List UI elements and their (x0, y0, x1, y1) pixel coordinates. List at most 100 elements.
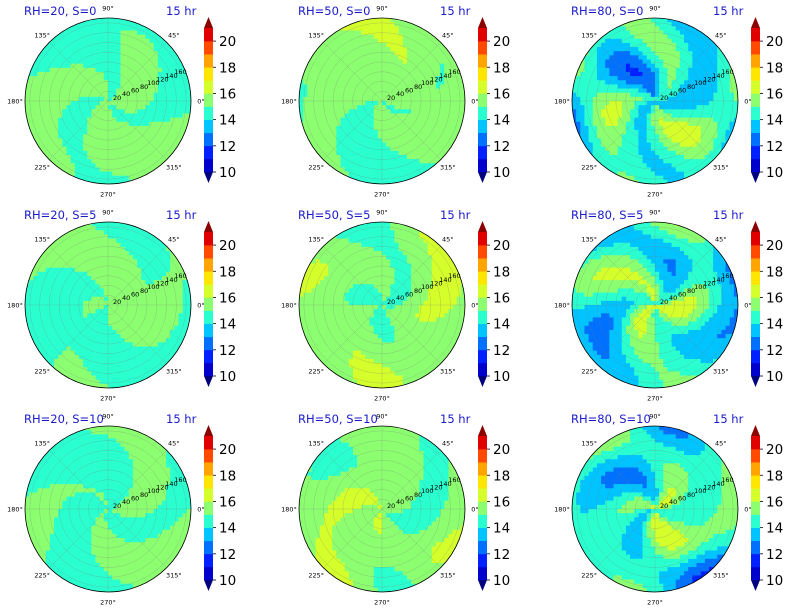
heatmap-cell (33, 80, 38, 85)
heatmap-cell (402, 76, 408, 81)
heatmap-cell (70, 113, 76, 118)
heatmap-cell (688, 142, 693, 147)
heatmap-cell (423, 63, 428, 69)
heatmap-cell (630, 84, 635, 89)
heatmap-cell (692, 76, 697, 81)
heatmap-cell (679, 88, 685, 94)
heatmap-cell (174, 113, 179, 118)
heatmap-cell (609, 47, 614, 52)
heatmap-cell (394, 67, 399, 73)
heatmap-cell (157, 134, 163, 139)
heatmap-cell (373, 113, 379, 118)
heatmap-cell (671, 71, 677, 77)
heatmap-cell (605, 109, 610, 114)
heatmap-cell (679, 105, 685, 110)
heatmap-cell (112, 350, 117, 356)
heatmap-cell (713, 125, 718, 131)
heatmap-cell (696, 167, 701, 172)
heatmap-cell (402, 92, 408, 98)
heatmap-cell (390, 150, 395, 156)
heatmap-cell (336, 154, 341, 160)
heatmap-cell (625, 171, 631, 177)
heatmap-cell (319, 109, 325, 114)
heatmap-cell (448, 84, 453, 89)
heatmap-cell (116, 317, 121, 322)
heatmap-cell (41, 80, 47, 85)
heatmap-cell (580, 113, 585, 118)
heatmap-cell (708, 125, 714, 131)
heatmap-cell (402, 22, 408, 27)
heatmap-cell (638, 125, 643, 131)
heatmap-cell (49, 363, 55, 368)
heatmap-cell (112, 321, 117, 327)
heatmap-cell (679, 22, 685, 27)
heatmap-cell (108, 47, 113, 52)
heatmap-cell (99, 334, 105, 339)
heatmap-cell (58, 275, 63, 281)
heatmap-cell (74, 121, 80, 127)
heatmap-cell (120, 38, 125, 44)
heatmap-cell (54, 113, 59, 118)
heatmap-cell (382, 88, 387, 94)
heatmap-cell (369, 167, 375, 172)
heatmap-cell (650, 150, 656, 156)
heatmap-cell (423, 38, 428, 44)
heatmap-cell (659, 113, 664, 118)
heatmap-cell (584, 125, 589, 131)
heatmap-cell (373, 59, 379, 64)
heatmap-cell (655, 22, 660, 27)
heatmap-cell (423, 55, 428, 60)
heatmap-cell (70, 271, 76, 277)
heatmap-cell (659, 125, 664, 131)
heatmap-cell (365, 47, 370, 52)
heatmap-cell (625, 163, 631, 168)
heatmap-cell (116, 284, 121, 289)
heatmap-cell (377, 18, 383, 23)
heatmap-cell (299, 101, 304, 106)
heatmap-cell (352, 142, 358, 147)
heatmap-cell (650, 88, 656, 94)
heatmap-cell (696, 84, 701, 89)
heatmap-cell (460, 125, 465, 131)
heatmap-cell (419, 71, 424, 77)
heatmap-cell (344, 163, 350, 168)
heatmap-cell (630, 163, 635, 168)
heatmap-cell (667, 101, 672, 106)
heatmap-cell (688, 117, 693, 123)
heatmap-cell (679, 92, 685, 98)
heatmap-cell (58, 354, 63, 360)
heatmap-cell (328, 142, 333, 147)
heatmap-cell (108, 246, 113, 252)
heatmap-cell (713, 71, 718, 77)
heatmap-cell (456, 88, 462, 94)
heatmap-cell (361, 101, 366, 106)
heatmap-cell (423, 159, 428, 164)
heatmap-cell (137, 92, 142, 98)
heatmap-cell (29, 117, 34, 123)
heatmap-cell (153, 38, 159, 44)
heatmap-cell (145, 84, 150, 89)
heatmap-cell (361, 125, 366, 131)
heatmap-cell (444, 51, 449, 56)
heatmap-cell (609, 38, 614, 44)
heatmap-cell (394, 101, 399, 106)
heatmap-cell (725, 63, 731, 69)
heatmap-cell (576, 92, 581, 98)
heatmap-cell (704, 84, 710, 89)
heatmap-cell (37, 113, 42, 118)
heatmap-cell (576, 117, 581, 123)
heatmap-cell (650, 113, 656, 118)
heatmap-cell (344, 84, 350, 89)
heatmap-cell (99, 163, 105, 168)
heatmap-cell (369, 63, 375, 69)
heatmap-cell (116, 350, 121, 356)
heatmap-cell (149, 154, 154, 160)
heatmap-cell (390, 159, 395, 164)
heatmap-cell (45, 358, 51, 364)
heatmap-cell (609, 42, 614, 48)
heatmap-cell (671, 159, 677, 164)
heatmap-cell (352, 163, 358, 168)
heatmap-cell (108, 105, 113, 110)
heatmap-cell (58, 329, 63, 335)
heatmap-cell (41, 313, 47, 318)
